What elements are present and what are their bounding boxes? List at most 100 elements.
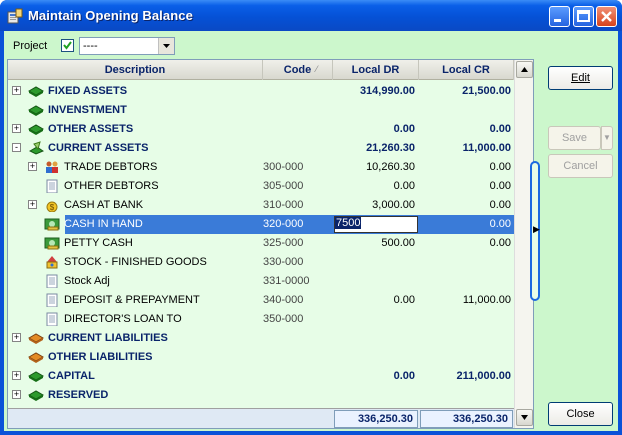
- open-gem-icon: [28, 141, 44, 155]
- save-label: Save: [561, 132, 588, 144]
- save-button[interactable]: Save: [548, 126, 601, 150]
- green-gem-icon: [28, 105, 44, 116]
- cancel-button[interactable]: Cancel: [548, 154, 613, 178]
- table-row[interactable]: + CAPITAL 0.00 211,000.00: [8, 367, 514, 386]
- table-row[interactable]: + TRADE DEBTORS 300-000 10,260.30 0.00: [8, 158, 514, 177]
- expand-icon[interactable]: +: [12, 389, 21, 399]
- maximize-button[interactable]: [573, 6, 594, 27]
- table-row[interactable]: + $ CASH AT BANK 310-000 3,000.00 0.00: [8, 196, 514, 215]
- col-local-dr[interactable]: Local DR: [333, 60, 419, 80]
- table-row[interactable]: + FIXED ASSETS 314,990.00 21,500.00: [8, 82, 514, 101]
- stock-icon: [46, 256, 58, 269]
- cash-icon: [44, 218, 60, 231]
- table-row[interactable]: OTHER DEBTORS 305-000 0.00 0.00: [8, 177, 514, 196]
- arrow-down-icon: [521, 415, 528, 420]
- expand-icon[interactable]: +: [12, 123, 21, 133]
- table-row[interactable]: + RESERVED: [8, 386, 514, 405]
- close-window-button[interactable]: [596, 6, 617, 27]
- chevron-down-icon: [163, 44, 170, 48]
- table-row[interactable]: CASH IN HAND 320-000 7500 0.00: [8, 215, 514, 234]
- balance-grid[interactable]: Description Code ⁄ Local DR Local CR + FI…: [7, 59, 534, 429]
- people-icon: [46, 161, 58, 173]
- row-description: OTHER LIABILITIES: [48, 351, 153, 363]
- col-code[interactable]: Code: [263, 60, 333, 80]
- edit-button[interactable]: Edit: [548, 66, 613, 90]
- table-row[interactable]: Stock Adj 331-0000: [8, 272, 514, 291]
- row-code: 331-0000: [263, 275, 310, 287]
- vertical-scrollbar[interactable]: [514, 60, 533, 428]
- table-row[interactable]: + OTHER ASSETS 0.00 0.00: [8, 120, 514, 139]
- row-local-cr: 0.00: [489, 218, 511, 230]
- title-bar[interactable]: Maintain Opening Balance: [0, 0, 622, 31]
- app-icon: [7, 8, 23, 24]
- expand-icon[interactable]: +: [28, 199, 37, 209]
- col-description[interactable]: Description: [8, 60, 263, 80]
- table-row[interactable]: + CURRENT LIABILITIES: [8, 329, 514, 348]
- row-description: DIRECTOR'S LOAN TO: [64, 313, 182, 325]
- checkmark-icon: [63, 41, 72, 50]
- row-description: Stock Adj: [64, 275, 110, 287]
- row-local-dr: 0.00: [393, 123, 415, 135]
- close-icon: [601, 11, 612, 22]
- row-description: OTHER DEBTORS: [64, 180, 159, 192]
- minimize-button[interactable]: [549, 6, 570, 27]
- document-icon: [46, 312, 58, 326]
- expand-icon[interactable]: +: [12, 85, 21, 95]
- save-dropdown-button[interactable]: ▼: [601, 126, 613, 150]
- green-gem-icon: [28, 390, 44, 401]
- combo-dropdown-button[interactable]: [158, 38, 174, 54]
- row-local-cr: 211,000.00: [456, 370, 511, 382]
- table-row[interactable]: DIRECTOR'S LOAN TO 350-000: [8, 310, 514, 329]
- close-button[interactable]: Close: [548, 402, 613, 426]
- table-row[interactable]: DEPOSIT & PREPAYMENT 340-000 0.00 11,000.00: [8, 291, 514, 310]
- expand-icon[interactable]: +: [12, 370, 21, 380]
- row-description: PETTY CASH: [64, 237, 133, 249]
- row-local-dr: 21,260.30: [366, 142, 415, 154]
- green-gem-icon: [28, 124, 44, 135]
- project-checkbox[interactable]: [61, 39, 74, 52]
- row-description: CURRENT LIABILITIES: [48, 332, 168, 344]
- document-icon: [46, 274, 58, 288]
- row-description: OTHER ASSETS: [48, 123, 134, 135]
- dr-edit-value: 7500: [335, 217, 362, 229]
- col-local-cr[interactable]: Local CR: [419, 60, 514, 80]
- table-row[interactable]: STOCK - FINISHED GOODS 330-000: [8, 253, 514, 272]
- green-gem-icon: [28, 371, 44, 382]
- project-bar: Project ----: [4, 31, 534, 61]
- svg-text:$: $: [50, 203, 55, 212]
- row-local-dr: 0.00: [393, 180, 415, 192]
- total-cr: 336,250.30: [420, 410, 513, 428]
- row-local-dr: 500.00: [381, 237, 415, 249]
- expand-icon[interactable]: +: [28, 161, 37, 171]
- document-icon: [46, 179, 58, 193]
- row-local-cr: 0.00: [489, 180, 511, 192]
- sort-icon: ⁄: [316, 64, 318, 74]
- chevron-right-icon: ▶: [533, 224, 540, 234]
- table-row[interactable]: INVENSTMENT: [8, 101, 514, 120]
- scroll-up-button[interactable]: [516, 61, 533, 78]
- collapse-icon[interactable]: -: [12, 143, 21, 152]
- expand-icon[interactable]: +: [12, 332, 21, 342]
- scroll-down-button[interactable]: [516, 409, 533, 426]
- document-icon: [46, 293, 58, 307]
- table-row[interactable]: OTHER LIABILITIES: [8, 348, 514, 367]
- green-gem-icon: [28, 86, 44, 97]
- table-row[interactable]: - CURRENT ASSETS 21,260.30 11,000.00: [8, 139, 514, 158]
- edit-button-label: Edit: [571, 72, 590, 84]
- table-row[interactable]: PETTY CASH 325-000 500.00 0.00: [8, 234, 514, 253]
- row-code: 310-000: [263, 199, 304, 211]
- row-local-dr: 314,990.00: [359, 85, 415, 97]
- row-description: CASH IN HAND: [64, 218, 143, 230]
- window-title: Maintain Opening Balance: [28, 8, 193, 23]
- orange-gem-icon: [28, 333, 44, 344]
- total-dr: 336,250.30: [334, 410, 418, 428]
- row-description: FIXED ASSETS: [48, 85, 128, 97]
- panel-splitter[interactable]: [530, 161, 540, 301]
- project-combobox[interactable]: ----: [79, 37, 175, 55]
- dr-edit-field[interactable]: 7500: [334, 216, 418, 233]
- grid-footer: 336,250.30 336,250.30: [8, 408, 514, 428]
- row-local-dr: 10,260.30: [366, 161, 415, 173]
- row-code: 330-000: [263, 256, 304, 268]
- row-local-cr: 0.00: [489, 237, 511, 249]
